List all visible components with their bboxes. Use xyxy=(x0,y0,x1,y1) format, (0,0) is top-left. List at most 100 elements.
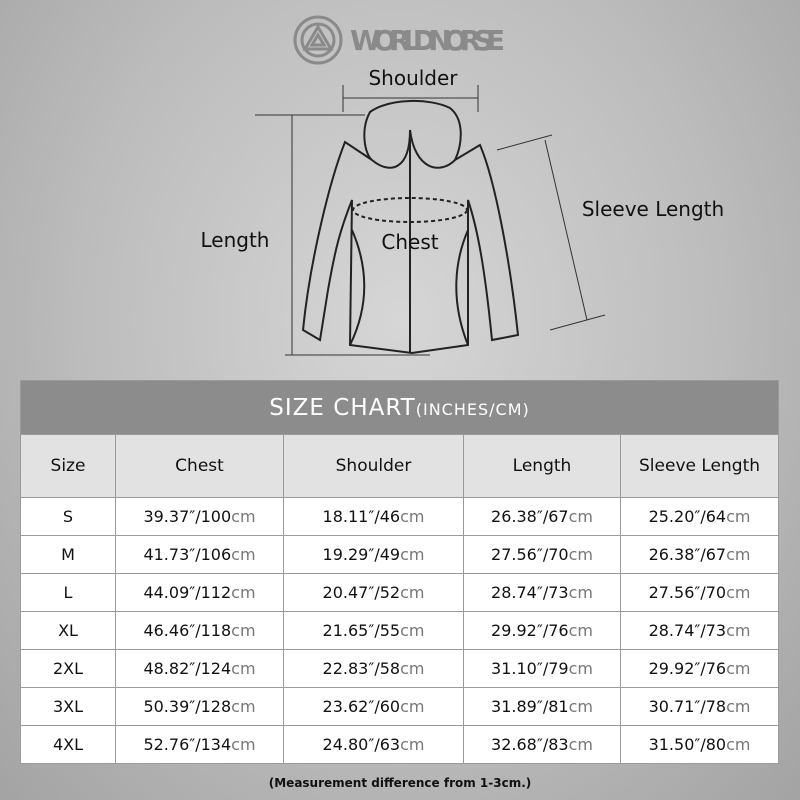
measure-unit: cm xyxy=(231,507,256,526)
data-row: 4XL 52.76″/134cm 24.80″/63cm 32.68″/83cm 31.… xyxy=(20,725,780,764)
table-title: SIZE CHART(INCHES/CM) xyxy=(19,380,780,435)
measure-cell: 27.56″/70cm xyxy=(619,573,780,612)
measure-value: 24.80″/63 xyxy=(322,735,401,754)
measure-value: 20.47″/52 xyxy=(322,583,401,602)
measure-cell: 25.20″/64cm xyxy=(619,497,780,536)
measure-cell: 31.89″/81cm xyxy=(463,687,621,726)
measure-value: 18.11″/46 xyxy=(322,507,401,526)
measure-cell: 26.38″/67cm xyxy=(463,497,621,536)
size-cell: XL xyxy=(20,611,116,650)
header-cell: Sleeve Length xyxy=(619,434,780,498)
length-label: Length xyxy=(201,228,270,252)
header-cell: Shoulder xyxy=(283,434,464,498)
measure-cell: 48.82″/124cm xyxy=(115,649,284,688)
size-table: SIZE CHART(INCHES/CM) Size Chest Shoulder L… xyxy=(19,380,780,764)
measure-value: 27.56″/70 xyxy=(648,583,727,602)
measure-cell: 32.68″/83cm xyxy=(463,725,621,764)
measure-cell: 26.38″/67cm xyxy=(619,535,780,574)
measure-value: 46.46″/118 xyxy=(143,621,232,640)
measure-value: 41.73″/106 xyxy=(143,545,232,564)
measure-cell: 23.62″/60cm xyxy=(283,687,464,726)
measure-cell: 21.65″/55cm xyxy=(283,611,464,650)
measure-cell: 52.76″/134cm xyxy=(115,725,284,764)
measure-cell: 44.09″/112cm xyxy=(115,573,284,612)
measure-unit: cm xyxy=(726,545,751,564)
measure-cell: 29.92″/76cm xyxy=(463,611,621,650)
measure-value: 31.89″/81 xyxy=(491,697,569,716)
measure-unit: cm xyxy=(568,507,593,526)
measure-value: 28.74″/73 xyxy=(491,583,569,602)
measure-unit: cm xyxy=(568,545,593,564)
measure-value: 32.68″/83 xyxy=(491,735,569,754)
measure-value: 26.38″/67 xyxy=(491,507,569,526)
sleeve-label: Sleeve Length xyxy=(582,197,724,221)
footnote: (Measurement difference from 1-3cm.) xyxy=(268,776,532,790)
measure-unit: cm xyxy=(400,545,425,564)
measure-cell: 20.47″/52cm xyxy=(283,573,464,612)
measure-value: 19.29″/49 xyxy=(322,545,401,564)
measure-cell: 41.73″/106cm xyxy=(115,535,284,574)
measure-unit: cm xyxy=(231,583,256,602)
size-cell: L xyxy=(20,573,116,612)
measure-value: 50.39″/128 xyxy=(143,697,232,716)
header-cell: Length xyxy=(463,434,621,498)
measure-unit: cm xyxy=(568,659,593,678)
measure-value: 21.65″/55 xyxy=(322,621,401,640)
measure-cell: 50.39″/128cm xyxy=(115,687,284,726)
measure-unit: cm xyxy=(231,735,256,754)
measure-cell: 19.29″/49cm xyxy=(283,535,464,574)
measure-cell: 22.83″/58cm xyxy=(283,649,464,688)
measure-unit: cm xyxy=(726,583,751,602)
measure-cell: 27.56″/70cm xyxy=(463,535,621,574)
measure-unit: cm xyxy=(231,697,256,716)
measure-unit: cm xyxy=(231,621,256,640)
hoodie xyxy=(301,100,520,355)
measure-cell: 46.46″/118cm xyxy=(115,611,284,650)
size-cell: 3XL xyxy=(20,687,116,726)
measure-unit: cm xyxy=(400,621,425,640)
measure-unit: cm xyxy=(726,735,751,754)
measure-value: 29.92″/76 xyxy=(648,659,727,678)
chest-label: Chest xyxy=(381,230,438,254)
shoulder-label: Shoulder xyxy=(368,66,458,90)
measure-unit: cm xyxy=(400,507,425,526)
measure-cell: 31.50″/80cm xyxy=(619,725,780,764)
data-row: L 44.09″/112cm 20.47″/52cm 28.74″/73cm 27.56… xyxy=(20,573,780,612)
data-row: M 41.73″/106cm 19.29″/49cm 27.56″/70cm 26.38… xyxy=(20,535,780,574)
measure-unit: cm xyxy=(400,735,425,754)
title-text: SIZE CHART xyxy=(269,394,416,421)
data-row: 2XL 48.82″/124cm 22.83″/58cm 31.10″/79cm 29.… xyxy=(20,649,780,688)
measure-value: 30.71″/78 xyxy=(648,697,727,716)
measure-cell: 39.37″/100cm xyxy=(115,497,284,536)
measure-value: 28.74″/73 xyxy=(648,621,727,640)
measure-cell: 18.11″/46cm xyxy=(283,497,464,536)
data-row: S 39.37″/100cm 18.11″/46cm 26.38″/67cm 25.20… xyxy=(20,497,780,536)
measure-unit: cm xyxy=(726,659,751,678)
header-cell: Chest xyxy=(115,434,284,498)
measure-unit: cm xyxy=(400,583,425,602)
measure-unit: cm xyxy=(726,697,751,716)
measure-cell: 28.74″/73cm xyxy=(463,573,621,612)
size-cell: S xyxy=(20,497,116,536)
measure-value: 48.82″/124 xyxy=(143,659,232,678)
measure-unit: cm xyxy=(726,621,751,640)
header-cell: Size xyxy=(20,434,116,498)
measure-value: 31.10″/79 xyxy=(491,659,569,678)
measure-value: 25.20″/64 xyxy=(648,507,727,526)
title-unit: (INCHES/CM) xyxy=(415,399,530,419)
measure-value: 29.92″/76 xyxy=(491,621,569,640)
measure-unit: cm xyxy=(568,735,593,754)
measure-cell: 28.74″/73cm xyxy=(619,611,780,650)
header-row: Size Chest Shoulder Length Sleeve Length xyxy=(20,434,780,498)
measure-cell: 31.10″/79cm xyxy=(463,649,621,688)
size-cell: 2XL xyxy=(20,649,116,688)
measure-cell: 24.80″/63cm xyxy=(283,725,464,764)
measure-lines xyxy=(255,85,606,356)
measure-unit: cm xyxy=(568,697,593,716)
measure-value: 44.09″/112 xyxy=(143,583,232,602)
diagram: WORLDNORSE Shoulder Length Chest Sleeve … xyxy=(201,15,724,356)
measure-cell: 29.92″/76cm xyxy=(619,649,780,688)
measure-value: 26.38″/67 xyxy=(648,545,727,564)
measure-value: 31.50″/80 xyxy=(648,735,727,754)
